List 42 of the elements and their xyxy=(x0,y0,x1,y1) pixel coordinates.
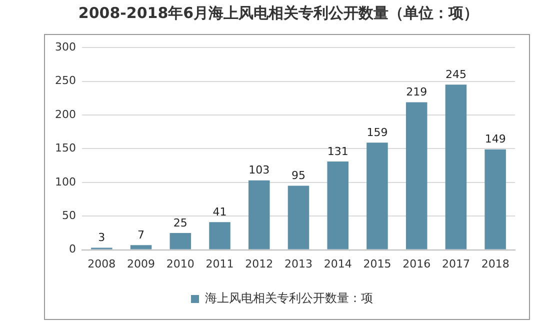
x-tick-label: 2016 xyxy=(402,257,431,270)
bar xyxy=(366,142,388,250)
bar xyxy=(288,186,310,250)
bar xyxy=(209,222,230,250)
data-label: 245 xyxy=(445,68,466,82)
x-tick-label: 2009 xyxy=(127,257,156,270)
bar xyxy=(327,162,348,250)
data-label: 7 xyxy=(138,228,145,242)
y-tick-label: 250 xyxy=(54,74,76,88)
y-tick-label: 50 xyxy=(62,208,76,222)
bar xyxy=(248,180,270,250)
x-tick-label: 2014 xyxy=(324,257,352,270)
x-tick-label: 2010 xyxy=(166,257,194,270)
y-tick-label: 150 xyxy=(54,142,76,155)
y-tick-label: 200 xyxy=(54,108,76,121)
data-label: 25 xyxy=(173,216,188,230)
bar xyxy=(130,245,152,250)
bar xyxy=(445,84,467,250)
data-label: 131 xyxy=(327,144,348,158)
data-label: 149 xyxy=(484,132,506,146)
data-label: 95 xyxy=(292,169,306,182)
data-label: 41 xyxy=(212,206,227,219)
chart-title: 2008-2018年6月海上风电相关专利公开数量（单位：项） xyxy=(77,4,480,23)
x-tick-label: 2018 xyxy=(481,257,510,270)
bar xyxy=(484,149,506,250)
y-tick-label: 300 xyxy=(54,40,76,54)
y-tick-label: 100 xyxy=(54,175,76,188)
x-tick-label: 2008 xyxy=(88,257,116,270)
x-tick-label: 2017 xyxy=(442,257,470,270)
x-tick-label: 2015 xyxy=(363,257,392,270)
x-tick-label: 2011 xyxy=(206,257,234,270)
data-label: 159 xyxy=(366,126,388,139)
data-label: 103 xyxy=(248,164,270,177)
data-label: 3 xyxy=(98,231,106,244)
bar xyxy=(170,232,192,250)
legend-label: 海上风电相关专利公开数量：项 xyxy=(205,291,373,306)
x-tick-label: 2013 xyxy=(284,257,312,270)
x-tick-label: 2012 xyxy=(245,257,274,270)
data-label: 219 xyxy=(406,86,428,99)
chart-frame: 海上风电相关专利公开数量：项 2008 2009 2010 2011 2012 2013 2014 2015 2016 2017 2018 0 50 100 150 200 250 300 3 7 25 41 103 95 131 159 219 245 149 xyxy=(44,34,530,320)
bar xyxy=(406,102,428,250)
y-tick-label: 0 xyxy=(68,242,76,256)
